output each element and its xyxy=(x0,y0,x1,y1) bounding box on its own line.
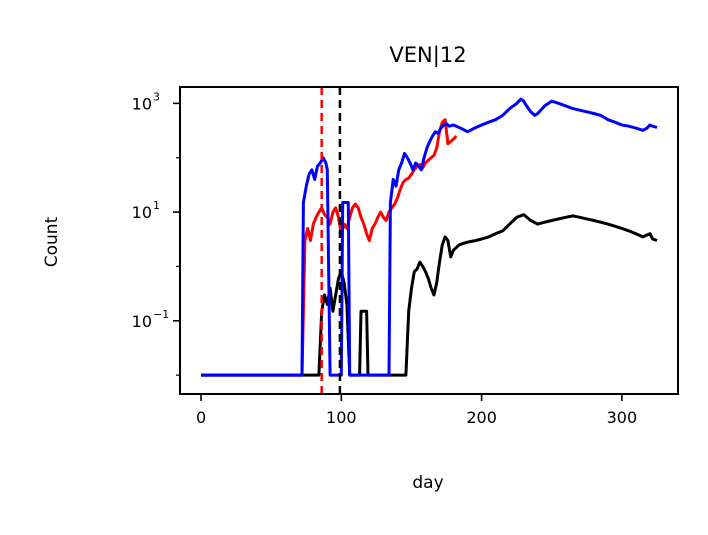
y-axis-label: Count xyxy=(42,216,62,267)
y-tick-label: 10 xyxy=(132,312,152,331)
x-tick-label: 0 xyxy=(196,408,206,427)
x-axis-label: day xyxy=(412,473,443,493)
y-tick-exponent: 3 xyxy=(153,90,160,103)
chart-title: VEN|12 xyxy=(389,43,466,68)
x-tick-label: 100 xyxy=(326,408,357,427)
plot-frame xyxy=(179,86,679,395)
y-tick-exponent: −1 xyxy=(153,308,169,321)
plot-area xyxy=(201,87,658,394)
x-tick-label: 300 xyxy=(607,408,638,427)
y-tick-exponent: 1 xyxy=(153,199,160,212)
x-tick-label: 200 xyxy=(466,408,497,427)
series-line-1 xyxy=(201,213,658,377)
series-line-0 xyxy=(201,118,458,377)
y-tick-label: 10 xyxy=(132,203,152,222)
y-tick-label: 10 xyxy=(132,94,152,113)
series-line-2 xyxy=(201,97,658,377)
